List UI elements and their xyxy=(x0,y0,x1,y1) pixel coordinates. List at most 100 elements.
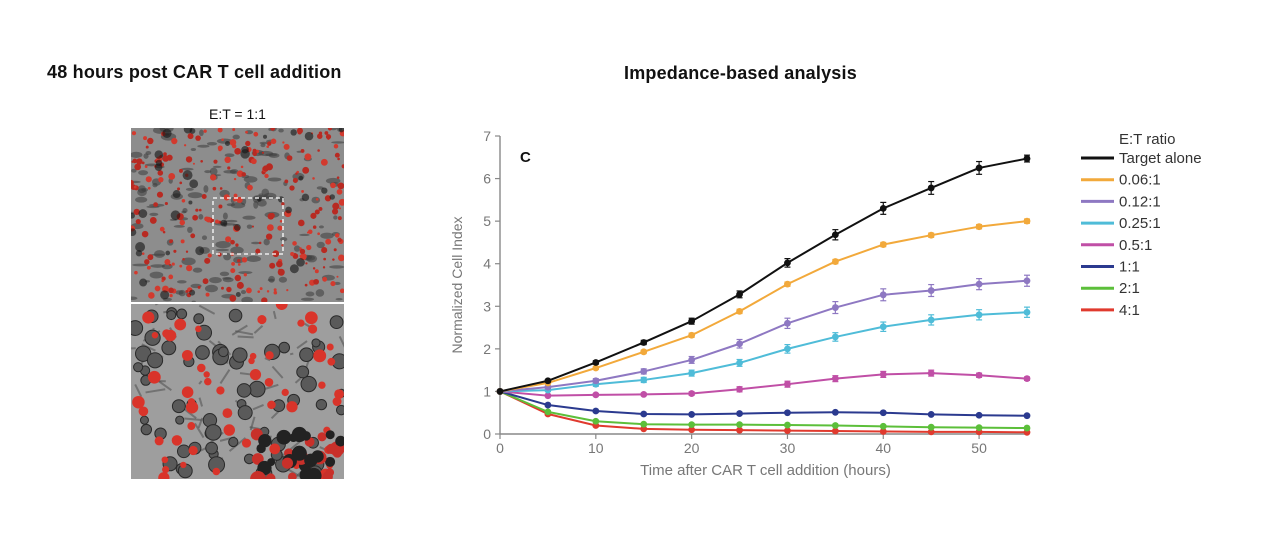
legend-entry: 0.25:1 xyxy=(1119,215,1161,232)
fluorescent-cell xyxy=(218,147,222,152)
fluorescent-cell xyxy=(204,377,212,386)
fluorescent-cell xyxy=(321,247,328,254)
fluorescent-cell xyxy=(251,225,254,228)
fluorescent-cell xyxy=(177,187,181,191)
y-tick-label: 5 xyxy=(483,213,491,229)
cell-process xyxy=(145,388,166,394)
fluorescent-cell xyxy=(259,287,263,291)
cell-body xyxy=(140,423,153,436)
fluorescent-cell xyxy=(182,258,185,261)
series-2-1 xyxy=(496,388,1031,432)
fluorescent-cell xyxy=(132,395,145,409)
data-point xyxy=(1023,424,1031,432)
data-point xyxy=(592,391,600,399)
cell-shadow xyxy=(137,185,146,194)
cell-shadow xyxy=(203,185,209,193)
cell-cluster xyxy=(155,159,163,167)
data-point xyxy=(592,359,600,366)
fluorescent-cell xyxy=(320,158,328,166)
fluorescent-cell xyxy=(302,166,310,174)
data-point xyxy=(927,184,935,192)
fluorescent-cell xyxy=(179,181,183,185)
cell-shadow xyxy=(325,177,341,184)
fluorescent-cell xyxy=(154,436,164,446)
fluorescent-cell xyxy=(258,241,262,245)
fluorescent-cell xyxy=(144,165,148,168)
fluorescent-cell xyxy=(269,443,281,455)
data-point xyxy=(975,371,983,379)
data-point xyxy=(975,424,983,432)
fluorescent-cell xyxy=(202,278,209,285)
data-point xyxy=(879,422,887,430)
data-point xyxy=(879,428,887,435)
chart-panel-title: Impedance-based analysis xyxy=(624,63,857,83)
cell-shadow xyxy=(149,212,159,217)
fluorescent-cell xyxy=(233,193,238,198)
legend-entry: 2:1 xyxy=(1119,280,1140,297)
fluorescent-cell xyxy=(181,349,193,361)
fluorescent-cell xyxy=(174,318,187,331)
cell-shadow xyxy=(198,213,204,220)
legend-title: E:T ratio xyxy=(1119,131,1175,148)
fluorescent-cell xyxy=(338,198,344,206)
fluorescent-cell xyxy=(143,136,148,141)
cell-process xyxy=(253,325,264,334)
fluorescent-cell xyxy=(212,186,217,191)
panel-label: C xyxy=(520,149,531,166)
cell-shadow xyxy=(243,176,258,183)
y-tick-label: 4 xyxy=(483,256,491,272)
fluorescent-cell xyxy=(185,156,193,163)
cell-shadow xyxy=(212,165,222,168)
fluorescent-cell xyxy=(305,311,318,325)
x-tick-label: 0 xyxy=(496,440,504,456)
data-point xyxy=(784,319,791,327)
fluorescent-cell xyxy=(241,172,247,177)
cell-cluster xyxy=(301,193,310,202)
fluorescent-cell xyxy=(141,230,149,238)
data-point xyxy=(688,369,696,377)
fluorescent-cell xyxy=(265,351,274,360)
x-tick-label: 10 xyxy=(588,440,604,456)
legend-entry: 1:1 xyxy=(1119,259,1140,276)
fluorescent-cell xyxy=(333,143,339,149)
cell-process xyxy=(272,310,277,320)
data-point xyxy=(640,368,648,375)
data-point xyxy=(879,323,887,331)
fluorescent-cell xyxy=(142,311,155,324)
data-point xyxy=(544,377,552,385)
fluorescent-cell xyxy=(279,220,283,223)
fluorescent-cell xyxy=(164,201,168,206)
fluorescent-cell xyxy=(215,219,219,224)
fluorescent-cell xyxy=(218,204,223,209)
fluorescent-cell xyxy=(266,224,274,232)
fluorescent-cell xyxy=(157,170,164,176)
fluorescent-cell xyxy=(313,349,327,363)
fluorescent-cell xyxy=(204,257,211,264)
fluorescent-cell xyxy=(249,352,257,360)
fluorescent-cell xyxy=(162,230,166,234)
fluorescent-cell xyxy=(290,251,295,256)
fluorescent-cell xyxy=(336,189,343,195)
fluorescent-cell xyxy=(286,289,289,292)
data-point xyxy=(544,392,552,400)
data-point xyxy=(784,409,791,417)
fluorescent-cell xyxy=(133,185,137,189)
fluorescent-cell xyxy=(203,129,207,133)
cell-shadow xyxy=(333,281,341,285)
fluorescent-cell xyxy=(241,257,248,263)
fluorescent-cell xyxy=(187,398,196,406)
data-point xyxy=(927,287,935,294)
x-tick-label: 30 xyxy=(780,440,796,456)
cell-process xyxy=(184,417,202,422)
cell-shadow xyxy=(329,265,344,269)
fluorescent-cell xyxy=(325,134,332,140)
cell-body xyxy=(299,347,314,363)
cell-body xyxy=(329,315,344,330)
data-point xyxy=(640,376,648,384)
cell-body xyxy=(176,308,188,320)
microscopy-zoom-svg xyxy=(131,304,344,479)
fluorescent-cell xyxy=(265,233,273,240)
fluorescent-cell xyxy=(318,206,323,211)
cell-process xyxy=(288,468,307,479)
fluorescent-cell xyxy=(261,297,268,302)
